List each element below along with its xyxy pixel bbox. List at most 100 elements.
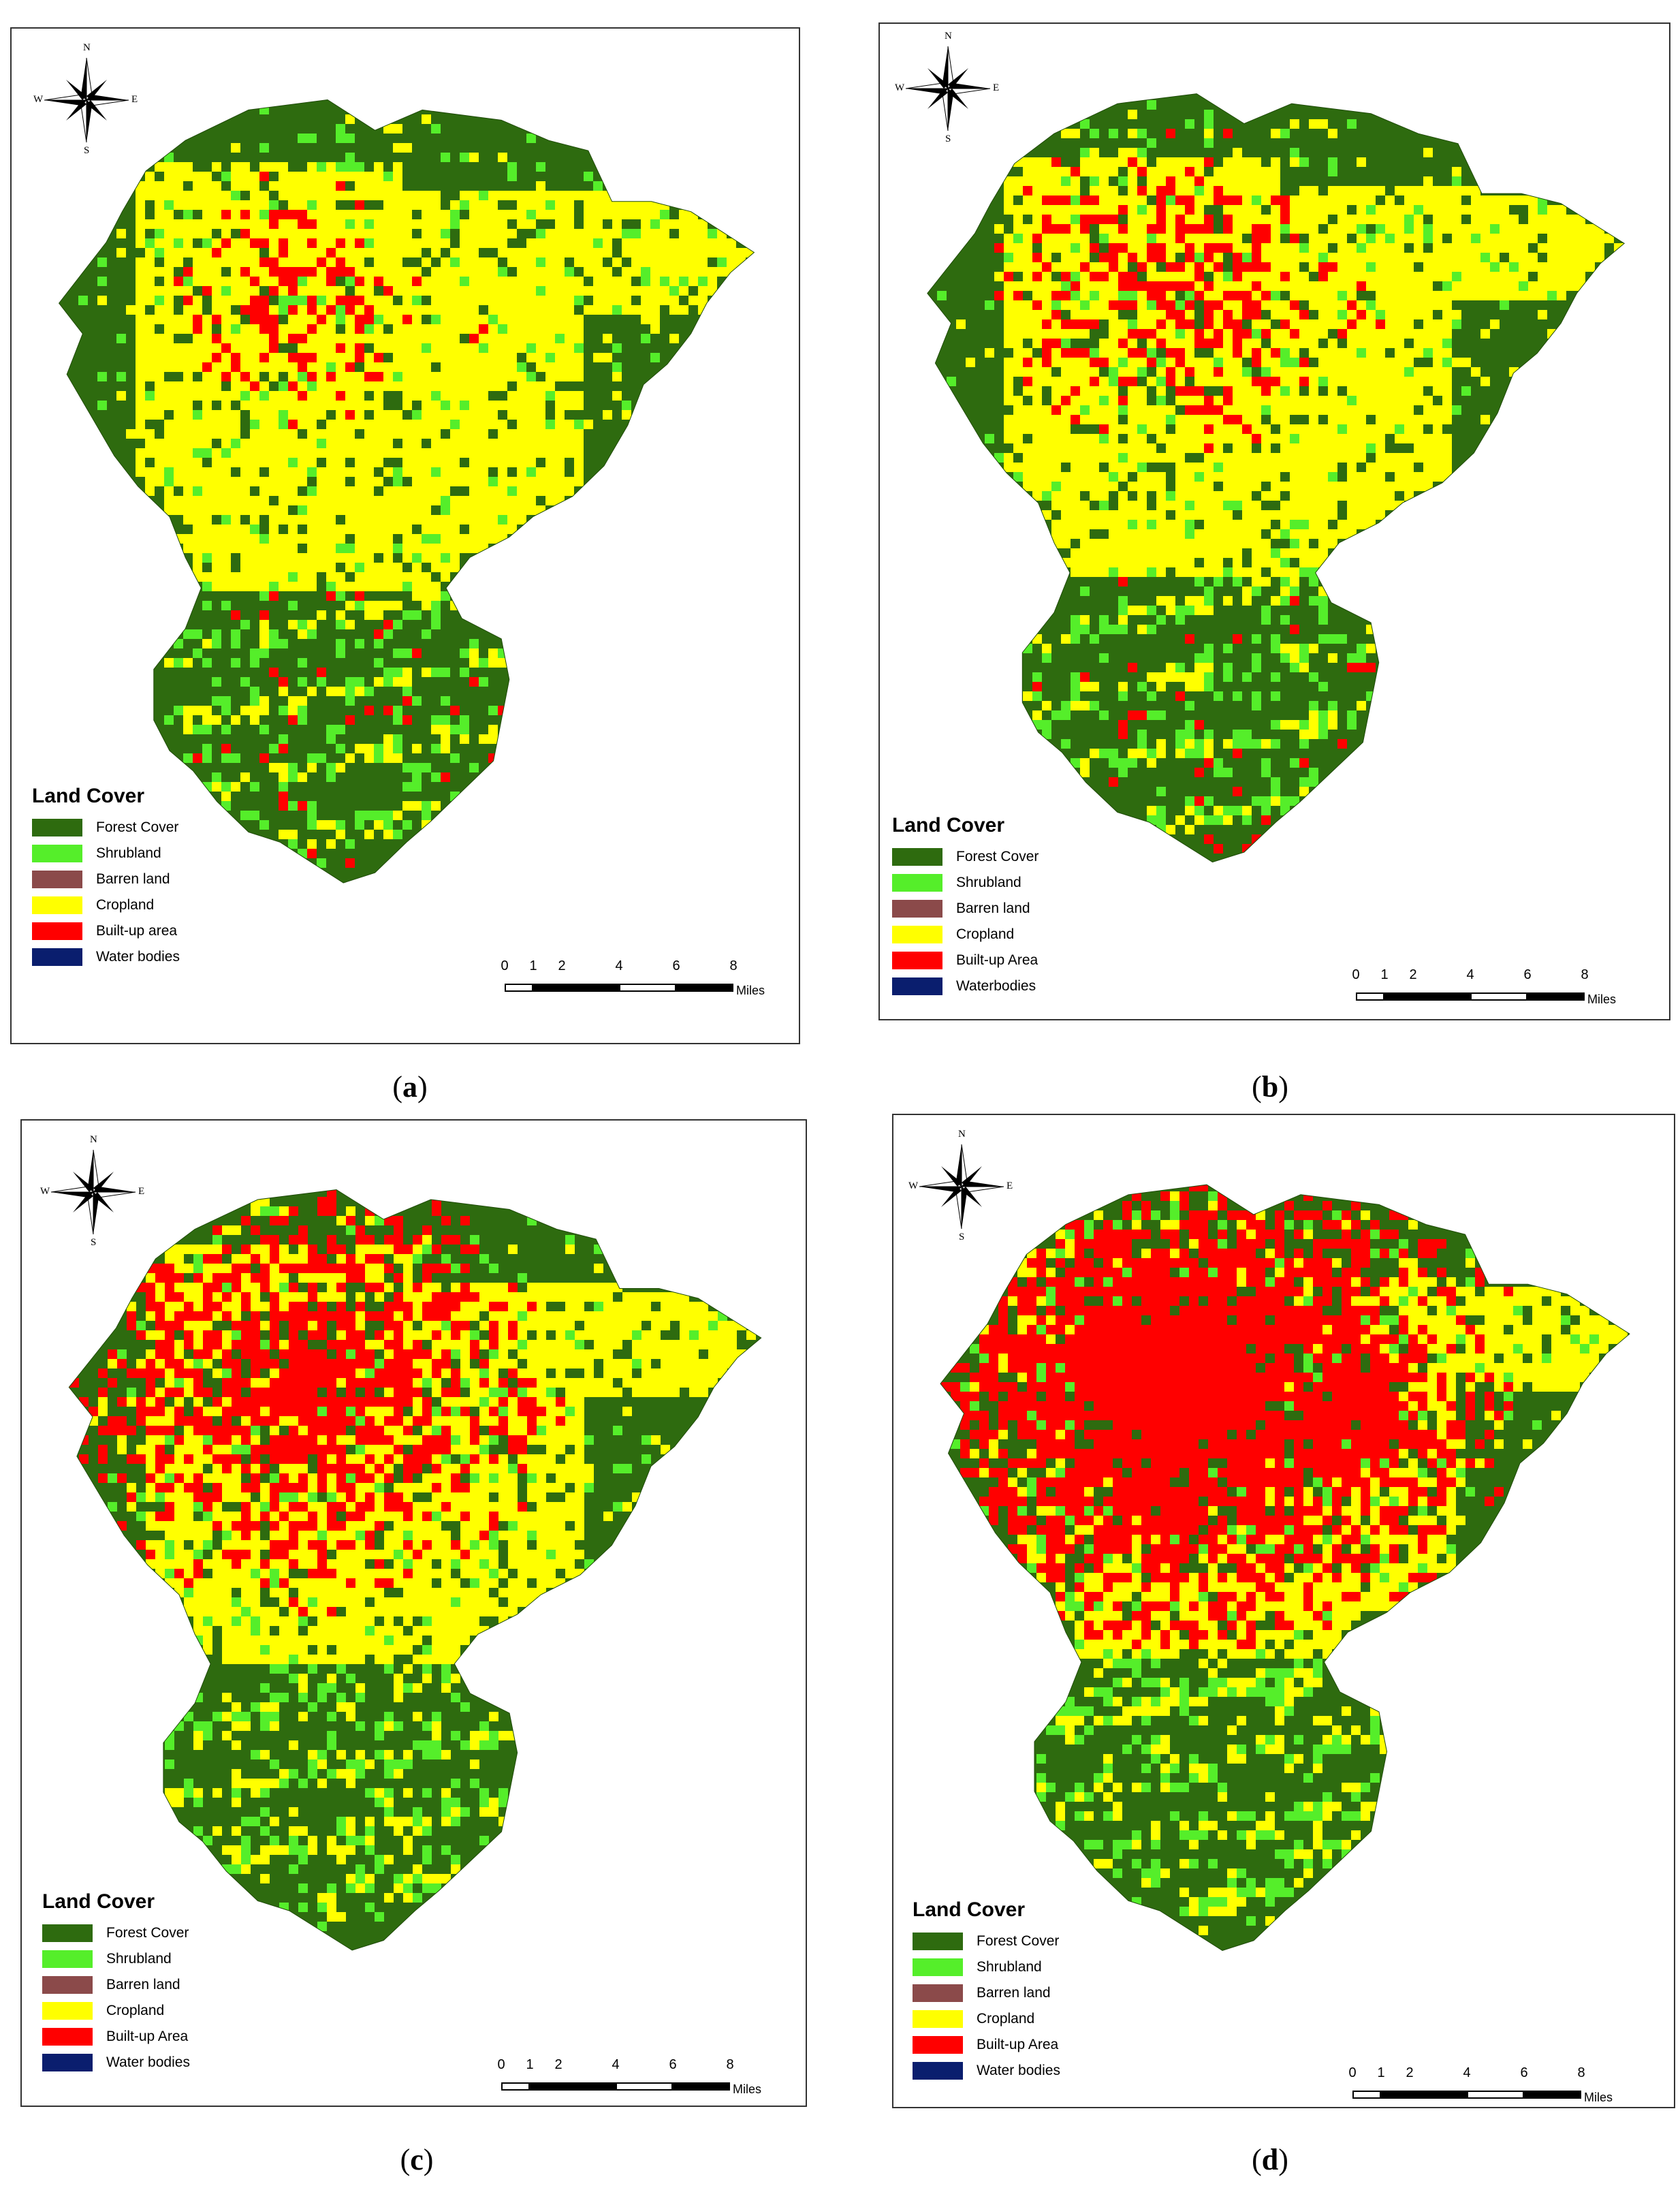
land-cover-pixel — [1261, 472, 1271, 482]
land-cover-pixel — [164, 277, 174, 286]
land-cover-pixel — [1166, 377, 1175, 386]
land-cover-pixel — [336, 1254, 346, 1264]
land-cover-pixel — [526, 505, 536, 515]
land-cover-pixel — [1366, 663, 1376, 672]
land-cover-pixel — [555, 353, 565, 362]
land-cover-pixel — [450, 248, 460, 257]
land-cover-pixel — [1204, 329, 1214, 339]
land-cover-pixel — [1252, 415, 1261, 424]
land-cover-pixel — [1290, 253, 1299, 262]
land-cover-pixel — [536, 210, 545, 219]
land-cover-pixel — [269, 286, 279, 296]
land-cover-pixel — [308, 1321, 317, 1330]
land-cover-pixel — [1090, 291, 1099, 300]
land-cover-pixel — [1442, 367, 1452, 377]
land-cover-pixel — [250, 229, 259, 238]
land-cover-pixel — [498, 1321, 508, 1330]
land-cover-pixel — [1194, 167, 1204, 176]
land-cover-pixel — [1299, 501, 1309, 510]
land-cover-pixel — [374, 172, 383, 181]
land-cover-pixel — [641, 219, 650, 229]
land-cover-pixel — [545, 391, 555, 401]
land-cover-pixel — [393, 753, 402, 763]
land-cover-pixel — [1261, 796, 1271, 806]
land-cover-pixel — [1156, 501, 1166, 510]
land-cover-pixel — [1500, 272, 1509, 281]
land-cover-pixel — [1280, 358, 1290, 367]
land-cover-pixel — [402, 391, 412, 401]
land-cover-pixel — [1395, 367, 1404, 377]
caption-paren: ) — [1278, 1070, 1288, 1104]
land-cover-pixel — [383, 219, 393, 229]
land-cover-pixel — [470, 1292, 479, 1302]
land-cover-pixel — [1090, 567, 1099, 577]
land-cover-pixel — [422, 324, 431, 334]
land-cover-pixel — [518, 1321, 527, 1330]
land-cover-pixel — [1318, 329, 1328, 339]
land-cover-pixel — [1166, 491, 1175, 501]
land-cover-pixel — [556, 1292, 565, 1302]
land-cover-pixel — [488, 486, 498, 496]
land-cover-pixel — [1156, 291, 1166, 300]
land-cover-pixel — [1357, 491, 1366, 501]
land-cover-pixel — [1404, 215, 1414, 224]
land-cover-pixel — [1252, 281, 1261, 291]
land-cover-pixel — [221, 439, 231, 448]
land-cover-pixel — [155, 439, 164, 448]
land-cover-pixel — [402, 458, 412, 467]
land-cover-pixel — [1128, 453, 1137, 463]
land-cover-pixel — [488, 439, 498, 448]
land-cover-pixel — [1337, 739, 1347, 749]
land-cover-pixel — [174, 162, 183, 172]
land-cover-pixel — [450, 515, 460, 525]
land-cover-pixel — [1233, 157, 1242, 167]
land-cover-pixel — [422, 525, 431, 534]
land-cover-pixel — [1385, 262, 1395, 272]
land-cover-pixel — [460, 381, 469, 391]
land-cover-pixel — [1214, 491, 1223, 501]
land-cover-pixel — [1519, 224, 1528, 234]
land-cover-pixel — [584, 1330, 594, 1340]
land-cover-pixel — [251, 1340, 260, 1349]
land-cover-pixel — [317, 544, 326, 553]
land-cover-pixel — [326, 191, 336, 200]
land-cover-pixel — [1328, 167, 1337, 176]
land-cover-pixel — [374, 296, 383, 305]
land-cover-pixel — [1357, 262, 1366, 272]
land-cover-pixel — [555, 210, 565, 219]
land-cover-pixel — [555, 324, 565, 334]
land-cover-pixel — [355, 381, 364, 391]
land-cover-pixel — [1509, 281, 1519, 291]
land-cover-pixel — [593, 191, 603, 200]
land-cover-pixel — [1109, 529, 1118, 539]
land-cover-pixel — [203, 1254, 212, 1264]
land-cover-pixel — [717, 257, 727, 267]
land-cover-pixel — [1166, 520, 1175, 529]
land-cover-pixel — [183, 486, 193, 496]
land-cover-pixel — [1357, 253, 1366, 262]
land-cover-pixel — [402, 381, 412, 391]
land-cover-pixel — [288, 296, 298, 305]
land-cover-pixel — [565, 372, 574, 381]
land-cover-pixel — [1032, 672, 1042, 682]
land-cover-pixel — [374, 391, 383, 401]
land-cover-pixel — [1461, 281, 1471, 291]
land-cover-pixel — [1080, 234, 1090, 243]
legend-label: Forest Cover — [956, 849, 1039, 864]
land-cover-pixel — [1261, 167, 1271, 176]
land-cover-pixel — [1128, 110, 1137, 119]
land-cover-pixel — [1547, 291, 1557, 300]
land-cover-pixel — [289, 1264, 298, 1273]
land-cover-pixel — [1204, 730, 1214, 739]
land-cover-pixel — [574, 448, 584, 458]
land-cover-pixel — [279, 1206, 289, 1216]
land-cover-pixel — [546, 1340, 556, 1349]
land-cover-pixel — [240, 210, 250, 219]
land-cover-pixel — [279, 162, 288, 172]
land-cover-pixel — [1137, 300, 1147, 310]
land-cover-pixel — [1185, 558, 1194, 567]
land-cover-pixel — [1099, 453, 1109, 463]
land-cover-pixel — [402, 820, 412, 830]
land-cover-pixel — [1109, 510, 1118, 520]
